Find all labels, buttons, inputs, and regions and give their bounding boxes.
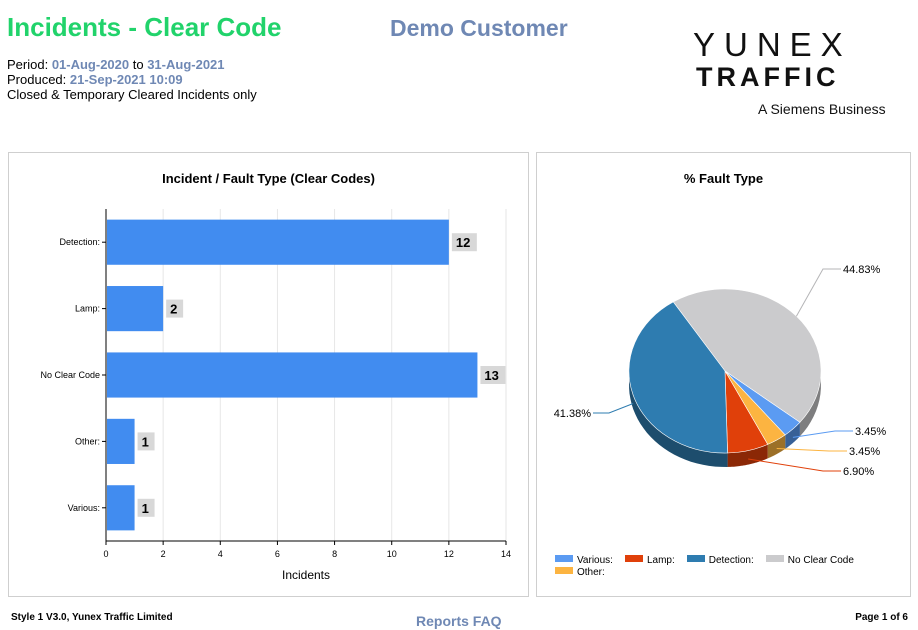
- pie-slice-label: 44.83%: [843, 264, 881, 276]
- pie-leader-line: [795, 268, 841, 317]
- x-tick-label: 2: [161, 549, 166, 559]
- pie-slice-side: [727, 444, 768, 467]
- legend-label: Various:: [577, 555, 613, 566]
- data-label-box: [480, 366, 506, 384]
- x-tick-label: 8: [332, 549, 337, 559]
- x-tick-label: 4: [218, 549, 223, 559]
- pie-leader-line: [593, 403, 634, 414]
- bar: [107, 352, 478, 398]
- x-tick-label: 12: [444, 549, 454, 559]
- customer-name: Demo Customer: [390, 15, 568, 41]
- period-to-label: to: [129, 57, 148, 72]
- report-meta: Period: 01-Aug-2020 to 31-Aug-2021 Produ…: [7, 57, 257, 102]
- legend-swatch: [765, 555, 784, 562]
- category-label: Lamp:: [75, 304, 100, 314]
- pie-chart-title: % Fault Type: [683, 171, 764, 186]
- report-title: Incidents - Clear Code: [7, 12, 282, 42]
- pie-slice-side: [629, 374, 728, 467]
- pie-chart-panel: % Fault Type 44.83% 3.45% 3.45% 6.90% 41.38%…: [536, 152, 911, 597]
- legend-label: Other:: [577, 567, 605, 578]
- x-tick-label: 14: [501, 549, 511, 559]
- pie-leader-line: [748, 458, 841, 472]
- pie-chart: 44.83% 3.45% 3.45% 6.90% 41.38%: [554, 264, 887, 478]
- x-tick-label: 6: [275, 549, 280, 559]
- pie-slice-label: 6.90%: [843, 466, 874, 478]
- legend-label: Lamp:: [646, 555, 675, 566]
- footer-version: Style 1 V3.0, Yunex Traffic Limited: [11, 612, 173, 623]
- legend-item: Various:: [555, 555, 613, 567]
- pie-slice-side: [799, 374, 821, 437]
- period-line: Period: 01-Aug-2020 to 31-Aug-2021: [7, 57, 257, 72]
- bar: [107, 485, 135, 531]
- produced-value: 21-Sep-2021 10:09: [69, 72, 183, 87]
- pie-slice: [628, 301, 728, 454]
- bar: [107, 286, 164, 332]
- category-label: Various:: [68, 503, 100, 513]
- pie-leader-line: [792, 430, 853, 438]
- legend-item: Detection:: [686, 555, 754, 567]
- bar-chart-title: Incident / Fault Type (Clear Codes): [162, 171, 375, 186]
- period-from: 01-Aug-2020: [51, 57, 130, 72]
- reports-faq-link[interactable]: Reports FAQ: [416, 613, 502, 629]
- legend-label: Detection:: [708, 555, 754, 566]
- legend-swatch: [686, 555, 705, 562]
- legend-label: No Clear Code: [787, 555, 854, 566]
- data-label: 12: [456, 235, 470, 250]
- legend-swatch: [555, 567, 573, 574]
- pie-slice-label: 3.45%: [855, 426, 886, 438]
- x-tick-label: 10: [387, 549, 397, 559]
- legend-item: No Clear Code: [765, 555, 854, 567]
- category-label: Detection:: [59, 237, 100, 247]
- bar: [107, 418, 135, 464]
- data-label-box: [451, 233, 477, 252]
- data-label: 1: [142, 501, 149, 516]
- data-label: 2: [170, 302, 177, 317]
- legend-swatch: [624, 555, 643, 562]
- bar-chart-panel: Incident / Fault Type (Clear Codes) 0 2 4 6…: [8, 152, 529, 597]
- legend-item: Lamp:: [624, 555, 675, 567]
- pie-slice-label: 3.45%: [849, 446, 880, 458]
- produced-line: Produced: 21-Sep-2021 10:09: [7, 72, 257, 87]
- data-label: 1: [142, 434, 149, 449]
- logo-line1: YUNEX: [693, 26, 852, 63]
- period-to: 31-Aug-2021: [147, 57, 225, 72]
- category-label: Other:: [75, 436, 100, 446]
- pie-slice-side: [767, 434, 786, 459]
- legend-swatch: [555, 555, 573, 562]
- period-label: Period:: [7, 57, 52, 72]
- company-logo: YUNEX TRAFFIC A Siemens Business: [690, 26, 890, 121]
- x-tick-label: 0: [103, 549, 108, 559]
- pie-leader-line: [776, 448, 847, 452]
- pie-slice-label: 41.38%: [554, 408, 592, 420]
- legend-item: Other:: [555, 567, 605, 579]
- logo-line2: TRAFFIC: [696, 62, 840, 92]
- pie-slice-side: [785, 422, 800, 449]
- data-label-box: [166, 299, 184, 318]
- scope-note: Closed & Temporary Cleared Incidents onl…: [7, 87, 257, 102]
- bar-chart: 0 2 4 6 8 10 12 14 Incidents Detection: 12 Lamp: 2 No…: [40, 209, 511, 582]
- data-label-box: [137, 498, 155, 517]
- pie-legend: Various: Lamp: Detection: No Clear Code Othe…: [555, 555, 895, 579]
- data-label: 13: [484, 368, 498, 383]
- x-axis-label: Incidents: [282, 568, 330, 582]
- category-label: No Clear Code: [40, 370, 100, 380]
- bar: [107, 219, 449, 265]
- logo-line3: A Siemens Business: [758, 101, 886, 117]
- produced-label: Produced:: [7, 72, 70, 87]
- data-label-box: [137, 432, 155, 451]
- page-indicator: Page 1 of 6: [855, 612, 908, 623]
